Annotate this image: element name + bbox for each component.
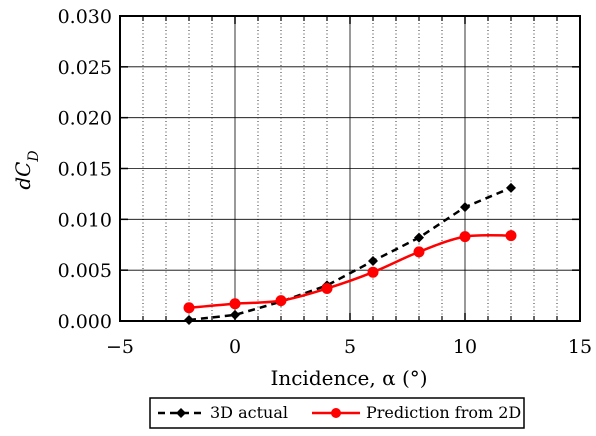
- y-tick-label: 0.010: [58, 209, 112, 231]
- data-point: [505, 230, 517, 242]
- y-tick-label: 0.030: [58, 6, 112, 28]
- data-point: [413, 246, 425, 258]
- data-point: [368, 256, 378, 267]
- data-point: [183, 302, 195, 314]
- data-point: [229, 298, 241, 310]
- data-point: [414, 232, 424, 243]
- y-tick-label: 0.000: [58, 311, 112, 333]
- y-tick-label: 0.015: [58, 159, 112, 181]
- data-point: [367, 266, 379, 278]
- data-point: [459, 231, 471, 243]
- axis-ticks: [119, 15, 581, 322]
- x-tick-label: 5: [344, 336, 356, 358]
- y-axis-title: dCD: [11, 150, 42, 189]
- data-point: [275, 295, 287, 307]
- data-point: [506, 182, 516, 193]
- x-tick-label: −5: [106, 336, 134, 358]
- x-tick-label: 0: [229, 336, 241, 358]
- y-tick-label: 0.005: [58, 260, 112, 282]
- grid: [120, 16, 580, 321]
- data-point: [321, 282, 333, 294]
- legend-marker-3d-actual: [176, 408, 186, 418]
- series-layer: [183, 182, 517, 325]
- x-tick-label: 15: [568, 336, 592, 358]
- legend: 3D actual Prediction from 2D: [149, 397, 525, 429]
- y-tick-label: 0.025: [58, 57, 112, 79]
- x-axis-title: Incidence, α (°): [270, 366, 427, 390]
- series-prediction-from-2d: [183, 230, 517, 314]
- data-point: [460, 202, 470, 213]
- legend-label-3d-actual: 3D actual: [210, 403, 288, 422]
- x-tick-label: 10: [453, 336, 477, 358]
- legend-marker-prediction: [331, 408, 341, 418]
- legend-label-prediction: Prediction from 2D: [366, 403, 521, 422]
- y-tick-label: 0.020: [58, 108, 112, 130]
- series-line: [188, 186, 512, 322]
- tick-labels: −5 0 5 10 15 0.000 0.005 0.010 0.015 0.020 0.025 0.…: [58, 6, 593, 358]
